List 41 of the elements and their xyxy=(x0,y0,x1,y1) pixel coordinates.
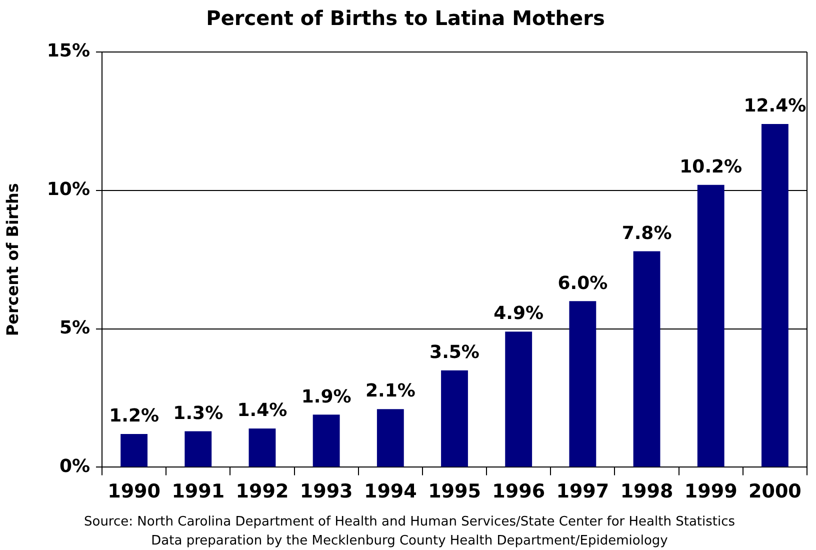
bar xyxy=(633,251,660,467)
data-label: 6.0% xyxy=(558,272,608,294)
x-tick-label: 1997 xyxy=(556,480,610,503)
text: Data preparation by the Mecklenburg County Health Department/Epidemiology xyxy=(151,533,668,548)
x-tick-label: 1990 xyxy=(108,480,160,503)
bar xyxy=(184,431,212,467)
y-axis-title: Percent of Births xyxy=(2,183,22,336)
data-label: 7.8% xyxy=(622,222,672,244)
data-label: 1.9% xyxy=(301,386,352,408)
bar xyxy=(569,301,596,467)
x-tick-label: 1993 xyxy=(300,480,353,503)
data-label: 3.5% xyxy=(430,342,480,363)
bar xyxy=(120,434,148,467)
bar xyxy=(312,414,340,467)
data-label: 1.4% xyxy=(237,400,288,422)
bar xyxy=(376,409,404,467)
x-tick-label: 1999 xyxy=(684,480,738,503)
y-tick-label: 10% xyxy=(46,179,90,200)
x-tick-label: 1991 xyxy=(172,480,225,503)
bar xyxy=(248,428,276,467)
data-label: 1.3% xyxy=(173,402,224,424)
x-tick-label: 1996 xyxy=(492,480,546,503)
data-label: 2.1% xyxy=(365,380,416,402)
chart-title: Percent of Births to Latina Mothers xyxy=(206,6,605,30)
source-note: Source: North Carolina Department of Health and Human Services/State Center for Health Statistics xyxy=(84,514,736,530)
y-tick-label: 5% xyxy=(59,317,90,338)
x-tick-label: 2000 xyxy=(748,480,802,503)
x-tick-label: 1998 xyxy=(620,480,674,503)
bar xyxy=(505,332,532,467)
data-label: 12.4% xyxy=(744,96,806,117)
bar xyxy=(441,370,468,467)
data-label: 1.2% xyxy=(109,406,160,427)
y-tick-label: 0% xyxy=(59,456,90,477)
data-label: 10.2% xyxy=(680,156,742,178)
x-tick-label: 1994 xyxy=(364,480,417,503)
data-label: 4.9% xyxy=(494,303,544,324)
x-tick-label: 1995 xyxy=(428,480,481,503)
bar xyxy=(697,184,724,467)
y-tick-label: 15% xyxy=(46,40,90,62)
bar xyxy=(761,124,788,467)
x-tick-label: 1992 xyxy=(236,480,289,503)
